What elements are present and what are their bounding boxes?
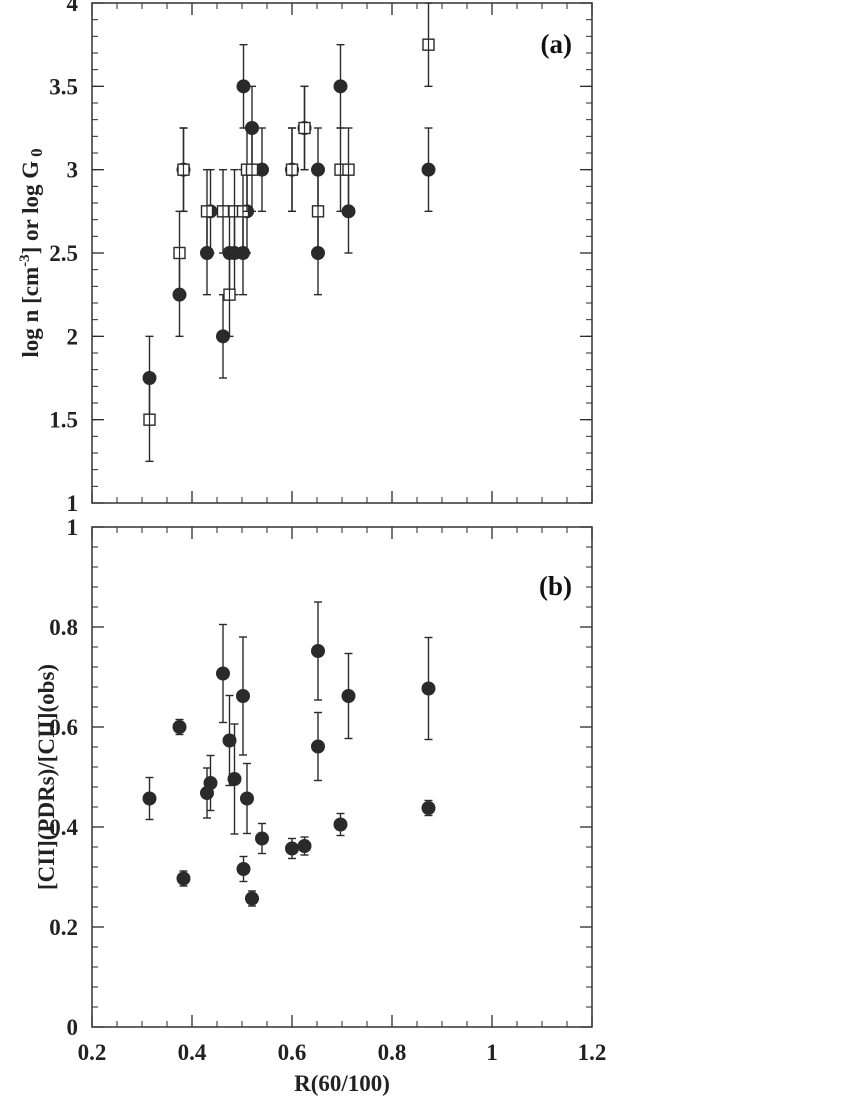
data-point — [341, 689, 356, 703]
data-point — [245, 891, 259, 906]
x-tick-label: 1 — [486, 1040, 498, 1065]
x-tick-label: 0.2 — [78, 1040, 107, 1065]
data-point — [227, 772, 242, 786]
data-point — [203, 776, 218, 790]
y-tick-label: 4 — [67, 0, 79, 16]
y-tick-label: 1 — [67, 491, 79, 516]
panel-a-label: (a) — [541, 29, 572, 59]
panel-a-markers — [142, 2, 436, 463]
data-point — [172, 720, 187, 734]
data-point — [176, 871, 191, 886]
x-tick-label: 1.2 — [578, 1040, 607, 1065]
data-point — [333, 817, 348, 832]
data-point — [333, 79, 348, 94]
y-tick-label: 0.8 — [49, 615, 78, 640]
y-tick-label: 0.4 — [49, 815, 78, 840]
panel-a-frame — [91, 2, 593, 504]
data-point — [216, 666, 230, 681]
y-tick-label: 2.5 — [49, 241, 78, 266]
panel-a-plot: 1 1.5 2 2.5 3 3.5 4 (a) log n [cm-3] or log G0 — [17, 0, 593, 516]
y-tick-label: 0.2 — [49, 915, 78, 940]
data-point — [222, 733, 237, 748]
data-point — [236, 862, 251, 876]
data-point — [421, 801, 436, 815]
y-tick-label: 1 — [67, 515, 79, 540]
panel-a-minor-ticks — [91, 2, 593, 504]
data-point — [421, 681, 436, 696]
x-tick-label: 0.6 — [278, 1040, 307, 1065]
data-point — [285, 841, 299, 856]
panel-a-y-axis-title: log n [cm-3] or log G0 — [17, 148, 46, 357]
x-tick-label: 0.4 — [178, 1040, 207, 1065]
data-point — [421, 162, 436, 177]
panel-b-ticks: 0.2 0.4 0.6 0.8 1 1.200.20.40.60.81 — [49, 515, 606, 1065]
panel-b-y-axis-title: [CII](PDRs)/[CII](obs) — [34, 664, 59, 890]
data-point — [142, 791, 157, 806]
data-point — [311, 739, 325, 754]
panel-b-frame — [91, 526, 593, 1028]
panel-b-minor-ticks — [91, 526, 593, 1028]
y-tick-label: 2 — [67, 324, 79, 349]
data-point — [311, 644, 325, 658]
data-point — [297, 839, 312, 853]
x-tick-label: 0.8 — [378, 1040, 407, 1065]
panel-a-ticks: 1 1.5 2 2.5 3 3.5 4 — [49, 0, 593, 516]
panel-b-plot: 0.2 0.4 0.6 0.8 1 1.200.20.40.60.81 (b) [CII]… — [34, 515, 606, 1096]
y-tick-label: 1.5 — [49, 408, 78, 433]
data-point — [255, 831, 269, 846]
panel-b-x-axis-title: R(60/100) — [294, 1071, 390, 1096]
y-tick-label: 3 — [67, 158, 79, 183]
y-tick-label: 0.6 — [49, 715, 78, 740]
panel-b-label: (b) — [539, 571, 572, 601]
y-tick-label: 0 — [67, 1015, 79, 1040]
y-tick-label: 3.5 — [49, 74, 78, 99]
data-point — [240, 791, 254, 806]
data-point — [236, 689, 250, 703]
panel-b-markers — [142, 601, 436, 907]
